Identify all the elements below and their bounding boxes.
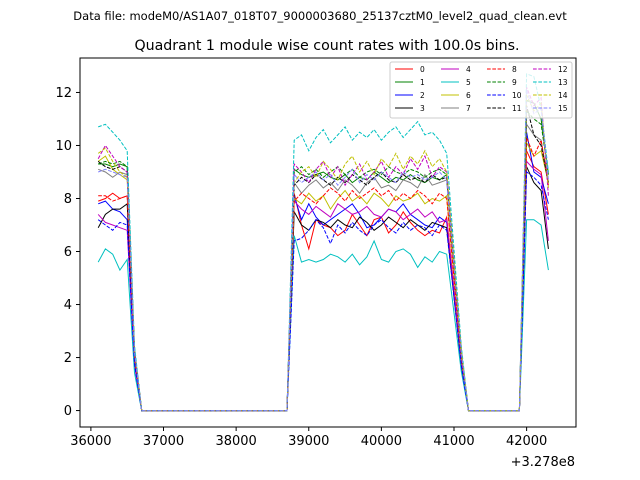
legend-label-12: 12 <box>558 65 568 74</box>
series-line-15 <box>98 89 549 412</box>
x-tick-label: 36000 <box>70 434 111 449</box>
y-tick-label: 6 <box>64 245 72 260</box>
data-file-suptitle: Data file: modeM0/AS1A07_018T07_90000036… <box>73 9 567 23</box>
y-axis: 0 2 4 6 8 10 12 <box>55 86 80 419</box>
x-tick-label: 40000 <box>361 434 402 449</box>
y-tick-label: 2 <box>64 351 72 366</box>
series-line-7 <box>98 122 549 412</box>
x-tick-label: 41000 <box>433 434 474 449</box>
x-tick-label: 42000 <box>506 434 547 449</box>
legend-label-9: 9 <box>512 78 517 87</box>
series-line-6 <box>97 140 549 412</box>
x-tick-label: 38000 <box>215 434 256 449</box>
series-line-11 <box>97 105 549 412</box>
series-line-0 <box>98 150 549 412</box>
x-offset-label: +3.278e8 <box>511 455 575 470</box>
legend-box <box>389 61 573 119</box>
legend-label-1: 1 <box>420 78 425 87</box>
series-line-2 <box>98 132 549 412</box>
axes-frame <box>79 57 577 428</box>
legend-label-13: 13 <box>558 78 568 87</box>
legend-label-2: 2 <box>420 91 425 100</box>
legend-label-15: 15 <box>558 104 568 113</box>
series-line-14 <box>97 94 549 412</box>
legend-label-4: 4 <box>466 65 471 74</box>
series-line-9 <box>98 109 549 412</box>
legend-label-14: 14 <box>558 91 568 100</box>
series-line-5 <box>97 219 549 412</box>
legend-label-8: 8 <box>512 65 517 74</box>
series-line-8 <box>98 137 549 412</box>
legend-label-10: 10 <box>512 91 522 100</box>
legend-label-6: 6 <box>466 91 471 100</box>
series-line-3 <box>97 166 549 412</box>
x-tick-label: 37000 <box>143 434 184 449</box>
y-tick-label: 8 <box>64 192 72 207</box>
legend-label-11: 11 <box>512 104 522 113</box>
series-line-4 <box>97 160 549 412</box>
series-line-10 <box>97 171 549 412</box>
x-tick-label: 39000 <box>288 434 329 449</box>
y-tick-label: 12 <box>55 86 72 101</box>
series-line-13 <box>98 73 549 412</box>
y-tick-label: 10 <box>55 139 72 154</box>
y-tick-label: 0 <box>64 404 72 419</box>
x-axis: 36000 37000 38000 39000 40000 41000 42000 <box>70 427 547 449</box>
legend-label-5: 5 <box>466 78 471 87</box>
series-line-1 <box>98 99 549 412</box>
legend-label-0: 0 <box>420 65 425 74</box>
y-tick-label: 4 <box>64 298 72 313</box>
plot-area <box>79 57 577 428</box>
series-line-12 <box>97 87 549 412</box>
legend-label-3: 3 <box>420 104 425 113</box>
chart-title: Quadrant 1 module wise count rates with … <box>134 38 519 54</box>
legend-label-7: 7 <box>466 104 471 113</box>
